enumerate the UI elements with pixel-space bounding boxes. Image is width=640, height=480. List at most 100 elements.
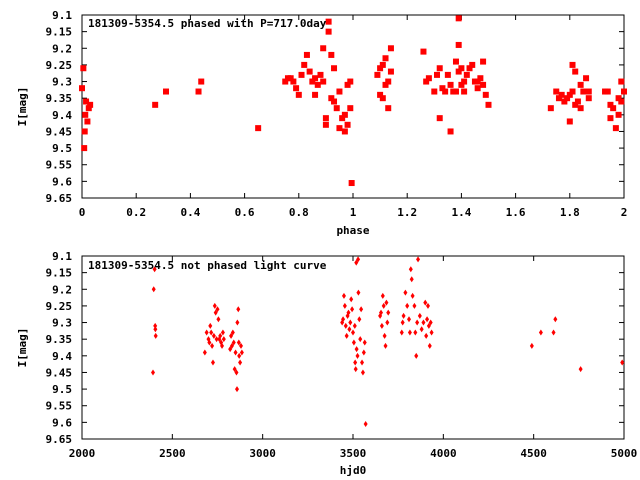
phased-data-point: [477, 75, 484, 82]
unphased-data-point: [553, 316, 558, 323]
phased-data-point: [379, 61, 386, 68]
unphased-data-point: [384, 299, 389, 306]
phased-data-point: [436, 65, 443, 72]
unphased-data-point: [152, 266, 157, 273]
phased-x-tick-label: 1: [350, 206, 357, 219]
phased-data-point: [255, 125, 262, 132]
unphased-data-points: [151, 256, 625, 428]
unphased-data-point: [412, 302, 417, 309]
unphased-data-point: [221, 336, 226, 343]
phased-data-point: [377, 91, 384, 98]
phased-data-point: [322, 121, 329, 128]
phased-data-point: [317, 71, 324, 78]
unphased-data-point: [408, 266, 413, 273]
unphased-data-point: [379, 322, 384, 329]
unphased-y-tick-label: 9.5: [52, 383, 72, 396]
phased-data-point: [420, 48, 427, 55]
phased-data-point: [328, 95, 335, 102]
unphased-y-ticks: 9.1 9.15 9.2 9.25 9.3 9.35 9.4 9.45 9.5 9.55 9.6 9.…: [46, 250, 624, 446]
unphased-data-point: [238, 342, 243, 349]
phased-data-point: [314, 81, 321, 88]
phased-data-point: [469, 61, 476, 68]
unphased-data-point: [210, 359, 215, 366]
unphased-data-point: [210, 342, 215, 349]
phased-y-tick-label: 9.3: [52, 76, 72, 89]
phased-data-point: [564, 95, 571, 102]
unphased-data-point: [212, 302, 217, 309]
unphased-data-point: [400, 319, 405, 326]
unphased-data-point: [347, 326, 352, 333]
unphased-data-point: [211, 332, 216, 339]
phased-data-point: [379, 95, 386, 102]
unphased-y-tick-label: 9.55: [46, 400, 73, 413]
unphased-data-point: [357, 316, 362, 323]
phased-data-point: [333, 105, 340, 112]
unphased-y-tick-label: 9.35: [46, 333, 73, 346]
phased-data-point: [322, 115, 329, 122]
unphased-data-point: [551, 329, 556, 336]
unphased-data-point: [216, 316, 221, 323]
phased-x-ticks: 0 0.2 0.4 0.6 0.8 1 1.2 1.4 1.6 1.8 2: [79, 15, 627, 219]
phased-data-point: [447, 81, 454, 88]
phased-data-point: [569, 88, 576, 95]
phased-x-tick-label: 0: [79, 206, 86, 219]
phased-data-point: [604, 88, 611, 95]
unphased-x-tick-label: 5000: [611, 447, 638, 460]
unphased-data-point: [350, 306, 355, 313]
phased-data-point: [377, 65, 384, 72]
phased-data-point: [569, 61, 576, 68]
unphased-data-point: [419, 326, 424, 333]
phased-data-point: [621, 88, 627, 95]
unphased-data-point: [342, 302, 347, 309]
phased-data-point: [87, 101, 94, 108]
phased-data-point: [612, 125, 619, 132]
phased-data-point: [301, 61, 308, 68]
unphased-data-point: [230, 329, 235, 336]
phased-data-point: [152, 101, 159, 108]
unphased-data-point: [410, 292, 415, 299]
unphased-data-point: [354, 346, 359, 353]
unphased-data-point: [417, 312, 422, 319]
phased-data-point: [558, 91, 565, 98]
unphased-plot: 2000 2500 3000 3500 4000 4500 5000 9.19.159.29…: [16, 250, 637, 477]
unphased-data-point: [428, 319, 433, 326]
unphased-data-point: [356, 256, 361, 263]
unphased-data-point: [429, 329, 434, 336]
phased-data-point: [458, 65, 465, 72]
unphased-data-point: [538, 329, 543, 336]
phased-data-point: [347, 78, 354, 85]
unphased-data-point: [363, 421, 368, 428]
unphased-data-point: [235, 386, 240, 393]
phased-data-point: [374, 71, 381, 78]
unphased-data-point: [215, 306, 220, 313]
unphased-data-point: [356, 289, 361, 296]
unphased-x-tick-label: 2500: [159, 447, 186, 460]
unphased-y-tick-label: 9.15: [46, 267, 73, 280]
phased-data-point: [320, 45, 327, 52]
unphased-data-point: [421, 319, 426, 326]
phased-data-point: [434, 71, 441, 78]
phased-data-point: [561, 98, 568, 105]
phased-data-point: [84, 118, 91, 125]
phased-data-point: [295, 91, 302, 98]
unphased-data-point: [401, 312, 406, 319]
phased-data-point: [618, 78, 625, 85]
unphased-x-ticks: 2000 2500 3000 3500 4000 4500 5000: [69, 256, 638, 460]
phased-data-point: [425, 75, 432, 82]
unphased-data-point: [382, 332, 387, 339]
phased-data-point: [325, 18, 332, 25]
unphased-data-point: [202, 349, 207, 356]
phased-y-tick-label: 9.45: [46, 125, 73, 138]
unphased-data-point: [236, 339, 241, 346]
unphased-data-point: [351, 329, 355, 336]
unphased-data-point: [385, 319, 390, 326]
unphased-data-point: [151, 369, 156, 376]
unphased-data-point: [360, 369, 365, 376]
unphased-data-point: [414, 352, 419, 359]
phased-data-point: [482, 91, 489, 98]
unphased-data-point: [232, 366, 237, 373]
unphased-data-point: [399, 329, 404, 336]
unphased-data-point: [353, 359, 358, 366]
phased-data-point: [79, 85, 85, 92]
